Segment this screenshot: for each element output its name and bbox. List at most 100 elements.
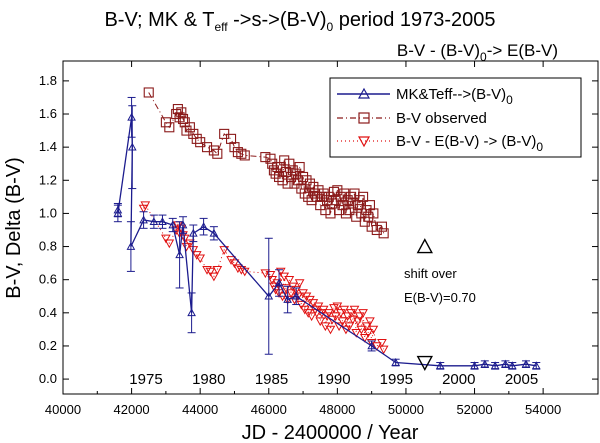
observed-point: [340, 208, 351, 219]
corrected-point: [337, 317, 348, 327]
corrected-point: [212, 266, 223, 275]
observed-point: [164, 122, 175, 133]
corrected-point: [209, 272, 219, 282]
observed-point: [299, 188, 310, 199]
legend: MK&Teff-->(B-V)0 B-V observed B-V - E(B-…: [329, 77, 582, 158]
corrected-point: [236, 266, 247, 275]
corrected-point: [378, 345, 389, 355]
y-axis-title: B-V, Delta (B-V): [3, 157, 25, 299]
corrected-point: [205, 267, 216, 277]
observed-point: [320, 205, 331, 216]
observed-point: [225, 133, 237, 144]
y-tick-label: 1.0: [39, 205, 57, 220]
observed-point: [332, 185, 343, 196]
observed-point: [308, 181, 319, 192]
label-layer: 40000 42000 44000 46000 48000 50000 52000 54000…: [39, 73, 561, 417]
corrected-point: [330, 312, 341, 322]
x-tick-label: 44000: [182, 402, 218, 417]
year-label: 2000: [442, 371, 475, 388]
shift-label-line1: shift over: [404, 266, 457, 281]
mk-point: [149, 217, 159, 226]
corrected-point: [260, 269, 271, 279]
series-mk-line: [117, 117, 537, 367]
chart-subtitle: B-V - (B-V)0-> E(B-V): [397, 41, 558, 64]
observed-point: [270, 168, 281, 179]
corrected-point: [323, 309, 334, 318]
corrected-point: [202, 266, 212, 275]
observed-point: [301, 175, 312, 186]
y-tick-label: 1.6: [39, 106, 57, 121]
x-tick-label: 48000: [319, 402, 355, 417]
mk-point: [139, 215, 148, 224]
x-tick-label: 54000: [525, 402, 561, 417]
mk-point: [113, 205, 123, 214]
shift-label-line2: E(B-V)=0.70: [404, 290, 476, 305]
corrected-point: [284, 275, 295, 285]
year-label: 1980: [192, 371, 225, 388]
corrected-point: [306, 312, 317, 322]
observed-point: [239, 150, 250, 161]
corrected-point: [356, 325, 367, 335]
mk-point: [178, 220, 188, 229]
observed-point: [268, 165, 279, 176]
mk-point: [435, 361, 445, 370]
x-tick-label: 46000: [251, 402, 287, 417]
corrected-point: [140, 201, 151, 211]
observed-point: [181, 125, 192, 136]
observed-point: [358, 191, 369, 202]
observed-point: [184, 122, 195, 133]
observed-point: [335, 191, 346, 202]
y-tick-label: 0.2: [39, 338, 57, 353]
mk-point: [367, 341, 377, 350]
observed-point: [177, 113, 189, 125]
observed-point: [291, 168, 302, 179]
observed-point: [304, 178, 315, 189]
observed-point: [282, 178, 293, 189]
corrected-point: [354, 312, 365, 322]
mk-point: [199, 222, 208, 230]
shift-down-triangle-icon: [416, 355, 433, 371]
observed-point: [327, 198, 338, 209]
legend-marker-obs-icon: [358, 112, 370, 124]
mk-point: [175, 250, 184, 259]
mk-point: [391, 357, 401, 366]
corrected-point: [315, 317, 326, 327]
corrected-point: [181, 242, 192, 252]
observed-point: [294, 161, 305, 173]
mk-point: [283, 295, 292, 303]
legend-marker-mk-icon: [357, 87, 371, 99]
y-tick-label: 1.4: [39, 139, 57, 154]
observed-point: [376, 221, 387, 232]
legend-label-corr: B-V - E(B-V) -> (B-V)0: [396, 133, 543, 154]
y-tick-label: 0.4: [39, 305, 57, 320]
observed-point: [232, 147, 243, 158]
axis-ticks: [62, 61, 598, 394]
observed-point: [368, 208, 379, 219]
observed-point: [354, 195, 365, 206]
legend-marker-corr-icon: [357, 136, 371, 148]
y-tick-label: 1.2: [39, 172, 57, 187]
corrected-point: [161, 234, 171, 244]
observed-point: [260, 152, 271, 163]
corrected-point: [339, 305, 350, 315]
mk-point: [188, 228, 198, 237]
chart-title: B-V; MK & Teff ->s->(B-V)0 period 1973-2…: [104, 9, 495, 34]
mk-point: [187, 308, 196, 317]
observed-point: [212, 148, 223, 159]
observed-point: [201, 142, 213, 153]
observed-point: [236, 148, 247, 159]
series-layer: [113, 87, 541, 370]
observed-point: [364, 200, 375, 211]
y-tick-label: 0.6: [39, 272, 57, 287]
observed-point: [311, 191, 322, 202]
corrected-point: [349, 305, 360, 315]
mk-point: [127, 142, 137, 151]
corrected-point: [359, 333, 370, 343]
corrected-point: [365, 317, 375, 327]
mk-point: [126, 242, 136, 250]
corrected-point: [332, 302, 343, 312]
observed-point: [298, 171, 309, 183]
mk-point: [521, 359, 531, 368]
